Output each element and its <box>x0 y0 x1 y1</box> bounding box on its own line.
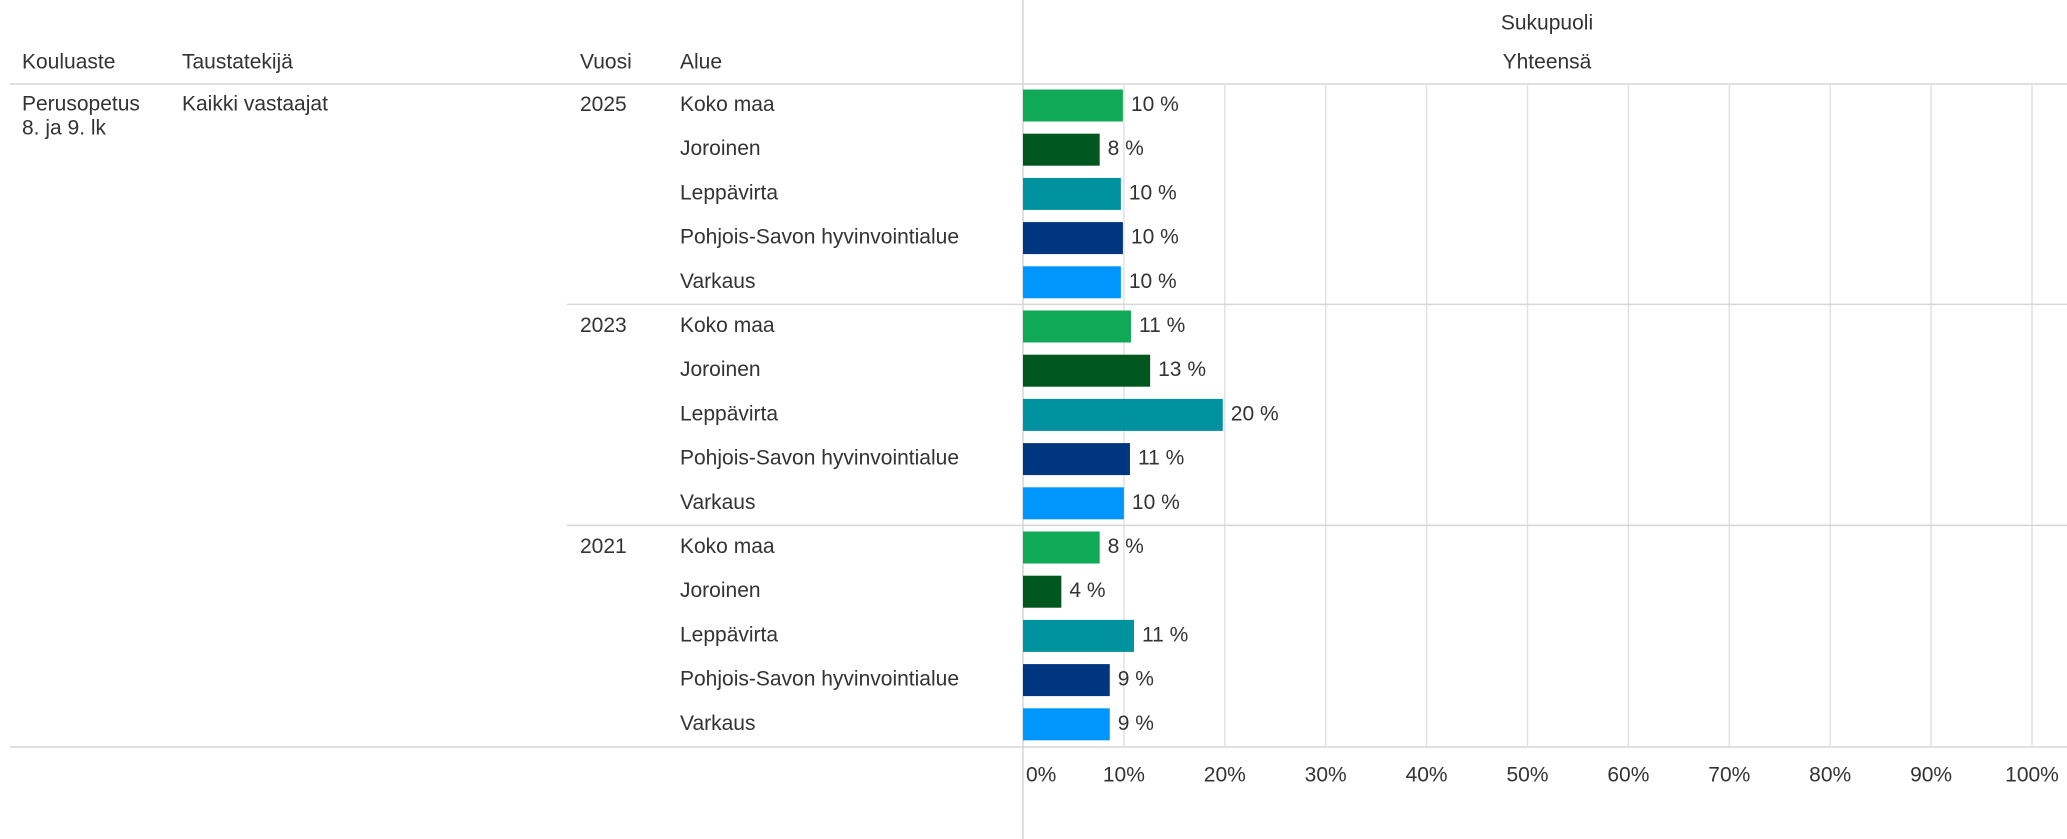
category-label: Leppävirta <box>680 402 778 425</box>
taustatekija: Kaikki vastaajat <box>182 93 328 116</box>
category-label: Leppävirta <box>680 623 778 646</box>
year-label: 2023 <box>580 314 627 337</box>
value-label: 4 % <box>1069 579 1105 602</box>
bar <box>1023 664 1110 697</box>
bar <box>1023 708 1110 741</box>
category-label: Joroinen <box>680 358 761 381</box>
chart-subtitle: Yhteensä <box>1503 51 1592 74</box>
value-label: 20 % <box>1231 402 1279 425</box>
category-label: Joroinen <box>680 579 761 602</box>
column-header: Alue <box>680 51 722 74</box>
bar <box>1023 531 1100 564</box>
bar <box>1023 222 1123 255</box>
x-tick-label: 90% <box>1910 764 1952 787</box>
year-label: 2021 <box>580 535 627 558</box>
x-tick-label: 50% <box>1506 764 1548 787</box>
column-header: Taustatekijä <box>182 51 293 74</box>
category-label: Varkaus <box>680 491 755 514</box>
value-label: 13 % <box>1158 358 1206 381</box>
column-header: Vuosi <box>580 51 632 74</box>
value-label: 8 % <box>1108 137 1144 160</box>
value-label: 10 % <box>1129 270 1177 293</box>
category-label: Pohjois-Savon hyvinvointialue <box>680 447 959 470</box>
value-label: 9 % <box>1118 712 1154 735</box>
category-label: Joroinen <box>680 137 761 160</box>
category-label: Pohjois-Savon hyvinvointialue <box>680 668 959 691</box>
x-tick-label: 20% <box>1204 764 1246 787</box>
x-tick-label: 100% <box>2005 764 2059 787</box>
bar <box>1023 266 1121 299</box>
value-label: 11 % <box>1142 623 1188 646</box>
kouluaste: Perusopetus <box>22 93 140 116</box>
category-label: Varkaus <box>680 712 755 735</box>
bar <box>1023 575 1062 608</box>
x-tick-label: 60% <box>1607 764 1649 787</box>
x-tick-label: 10% <box>1103 764 1145 787</box>
x-tick-label: 30% <box>1305 764 1347 787</box>
value-label: 10 % <box>1131 93 1179 116</box>
chart-title: Sukupuoli <box>1501 12 1593 35</box>
column-header: Kouluaste <box>22 51 115 74</box>
bar <box>1023 354 1151 387</box>
bar <box>1023 487 1124 520</box>
category-label: Varkaus <box>680 270 755 293</box>
value-label: 10 % <box>1131 226 1179 249</box>
category-label: Pohjois-Savon hyvinvointialue <box>680 226 959 249</box>
value-label: 9 % <box>1118 668 1154 691</box>
x-tick-label: 0% <box>1026 764 1056 787</box>
category-label: Koko maa <box>680 314 775 337</box>
year-label: 2025 <box>580 93 627 116</box>
x-tick-label: 70% <box>1708 764 1750 787</box>
kouluaste: 8. ja 9. lk <box>22 117 107 140</box>
value-label: 8 % <box>1108 535 1144 558</box>
category-label: Leppävirta <box>680 181 778 204</box>
value-label: 10 % <box>1129 181 1177 204</box>
bar <box>1023 443 1130 476</box>
bar <box>1023 310 1131 343</box>
x-tick-label: 40% <box>1406 764 1448 787</box>
x-tick-label: 80% <box>1809 764 1851 787</box>
value-label: 11 % <box>1139 314 1185 337</box>
value-label: 11 % <box>1138 447 1184 470</box>
value-label: 10 % <box>1132 491 1180 514</box>
bar <box>1023 398 1223 431</box>
bar <box>1023 619 1134 652</box>
bar <box>1023 133 1100 166</box>
bar <box>1023 89 1123 122</box>
bar <box>1023 177 1121 210</box>
category-label: Koko maa <box>680 93 775 116</box>
category-label: Koko maa <box>680 535 775 558</box>
